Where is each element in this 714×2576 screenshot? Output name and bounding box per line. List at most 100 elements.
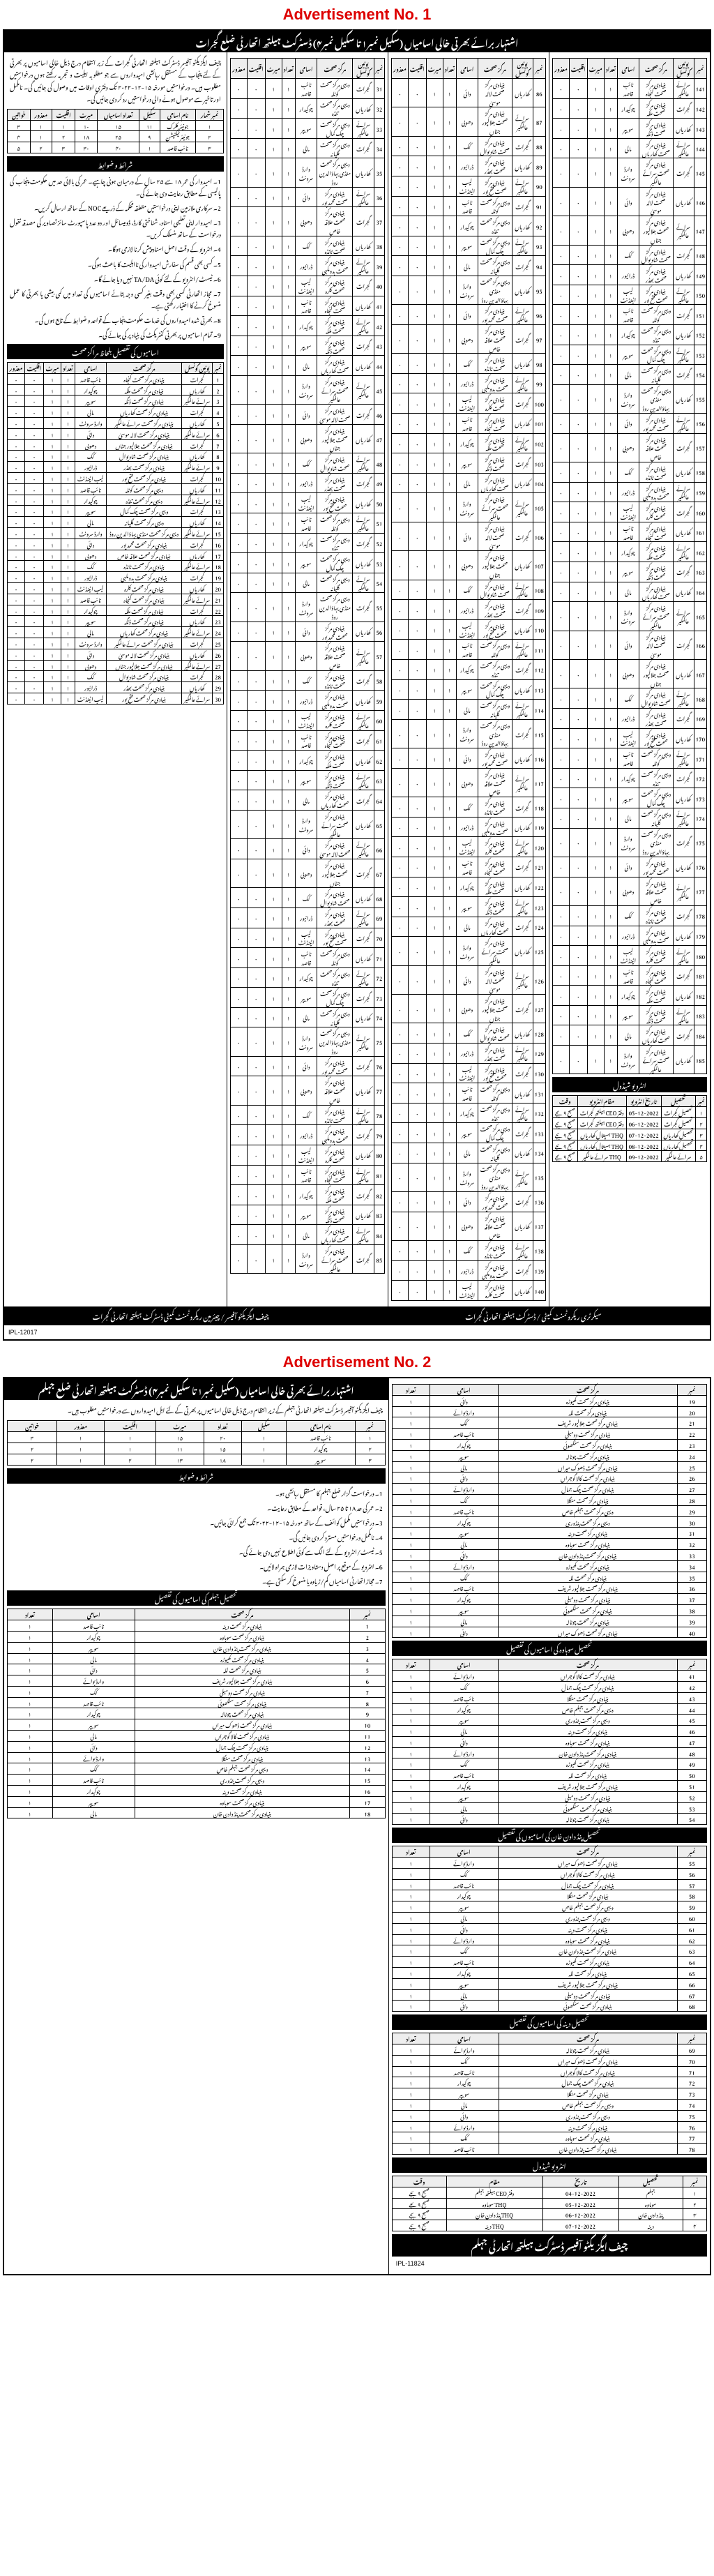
ad2-sig: چیف ایگزیکٹو آفیسر ڈسٹرکٹ ہیلتھ اتھارٹی … [392,2234,707,2256]
table-row: 60سرائے عالمگیربنیادی مرکز صحت کلرہلیب ا… [230,710,384,730]
table-row: 62کھاریاںبنیادی مرکز صحت ملکہچوکیدار۱۱۰۰ [230,751,384,771]
table-row: 74دیہی مرکز صحت جہلم خاصمالی۱ [392,2100,706,2111]
table-row: 47بنیادی مرکز صحت سوہاوہدائی۱ [392,1736,706,1747]
table-row: 37گجراتبنیادی مرکز صحت علاقہ خاصدھوبی۱۱۰… [230,207,384,236]
ad2-t2: نمبرمرکز صحتاسامیتعداد41بنیادی مرکز صحت … [392,1659,707,1825]
col-header: اقلیت [569,59,587,79]
condition-item: 1۔ درخواست گزار ضلع جہلم کا مستقل رہائشی… [7,1486,386,1500]
table-row: 75سرائے عالمگیردیہی مرکز صحت منڈی بہاؤال… [230,1027,384,1056]
table-row: 76گجراتبنیادی مرکز صحت محمد پوردائی۱۱۰۰ [230,1056,384,1076]
table-row: 15دیہی مرکز صحت پنڈورینائب قاصد۱ [8,1775,386,1786]
table-row: 40گجراتبنیادی مرکز صحت کلرہلیب اٹینڈنٹ۱۱… [230,276,384,296]
ad1-label: Advertisement No. 1 [0,0,714,29]
col-header: نمبر [533,59,545,79]
ad2-t1: نمبرمرکز صحتاسامیتعداد19بنیادی مرکز صحت … [392,1384,707,1638]
table-row: 123سرائے عالمگیربنیادی مرکز صحت ڈنگہسویپ… [391,897,545,917]
condition-item: 2۔ عمر کی حد ۱۸ تا ۲۵ سال، قواعد کے مطاب… [7,1500,386,1515]
table-row: 67گجراتبنیادی مرکز صحت جلالپور جٹاںدھوبی… [230,859,384,887]
table-row: ۱جہلم04-12-2022دفتر CEO ہیلتھ جہلمصبح ۹ … [392,2187,706,2198]
table-row: 89کھاریاںبنیادی مرکز صحت بھڈرڈرائیور۱۱۰۰ [391,156,545,176]
table-row: 125کھاریاںبنیادی مرکز صحت سرائے عالمگیرو… [391,937,545,965]
ad1-sched-table: نمبرتحصیلتاریخ انٹرویومقام انٹرویووقت ۱ت… [552,1095,707,1162]
table-row: 66بنیادی مرکز صحت جلالپور شریفسویپر۱ [392,1978,706,1989]
table-row: 108سرائے عالمگیربنیادی مرکز صحت شادیوالک… [391,580,545,600]
condition-item: 3۔ درخواستیں مکمل کوائف کے ساتھ مورخہ ۱۵… [7,1515,386,1530]
ad2-columns: اشتہار برائے بھرتی خالی اسامیاں (سکیل نم… [4,1378,710,2274]
table-row: 136گجراتبنیادی مرکز صحت محمد پوردائی۱۱۰۰ [391,1192,545,1212]
table-row: 37بنیادی مرکز صحت دومیلیچوکیدار۱ [392,1594,706,1605]
table-row: 70بنیادی مرکز صحت ڈھوک میراںکک۱ [392,2055,706,2066]
table-row: 35کھاریاںدیہی مرکز صحت منڈی بہاؤالدین رو… [230,158,384,187]
table-row: 79گجراتبنیادی مرکز صحت بدوملہیڈرائیور۱۱۰… [230,1125,384,1145]
table-row: 26بنیادی مرکز صحت کالا گوجراںدائی۱ [392,1472,706,1484]
table-row: 85گجراتبنیادی مرکز صحت سرائے عالمگیروارڈ… [230,1245,384,1274]
ad1-vac-table-b: نمبریونین کونسلمرکز صحتاسامیتعدادمیرٹاقل… [391,58,546,1300]
table-row: 13بنیادی مرکز صحت منگلاوارڈ بوائے۱ [8,1752,386,1763]
table-row: 132سرائے عالمگیردیہی مرکز صحت تنڈہچوکیدا… [391,1103,545,1123]
ad1-col-right: چیف ایگزیکٹو آفیسر ڈسٹرکٹ ہیلتھ اتھارٹی … [4,52,227,1306]
table-row: 78سرائے عالمگیربنیادی مرکز صحت ٹانڈہکک۱۱… [230,1105,384,1125]
ad2-container: اشتہار برائے بھرتی خالی اسامیاں (سکیل نم… [3,1377,711,2275]
table-row: 8بنیادی مرکز صحت سنگھوئینائب قاصد۱ [8,1697,386,1708]
table-row: 46گجراتبنیادی مرکز صحت لالہ موسیٰدائی۱۱۰… [230,405,384,425]
table-row: ۵سرائے عالمگیر09-12-2022THQ سرائے عالمگی… [552,1151,706,1162]
table-row: 55بنیادی مرکز صحت ڈھوک میراںوارڈ بوائے۱ [392,1858,706,1869]
table-row: 61بنیادی مرکز صحت دینہدائی۱ [392,1923,706,1934]
table-row: 7بنیادی مرکز صحت دومیلیکک۱ [8,1686,386,1697]
table-row: 164کھاریاںبنیادی مرکز صحت کھاریاںمالی۱۱۰… [552,582,706,602]
table-row: 157گجراتبنیادی مرکز صحت علاقہ خاصدھوبی۱۱… [552,433,706,462]
ad2-cond-head: شرائط و ضوابط [7,1468,386,1484]
table-row: 81سرائے عالمگیربنیادی مرکز صحت کنجاہنائب… [230,1165,384,1185]
table-row: 134کھاریاںدیہی مرکز صحت گلیانہمالی۱۱۰۰ [391,1143,545,1163]
table-row: 35بنیادی مرکز صحت للہکک۱ [392,1572,706,1583]
table-row: 27بنیادی مرکز صحت چک جمالوارڈ بوائے۱ [392,1484,706,1495]
table-row: 24بنیادی مرکز صحت چوٹالہسویپر۱ [392,1450,706,1461]
table-row: 131کھاریاںدیہی مرکز صحت کوٹلہنائب قاصد۱۱… [391,1083,545,1104]
col-header: یونین کونسل [673,59,694,79]
ad2-sched-head: انٹرویو شیڈول [392,2157,707,2173]
table-row: 38کھاریاںبنیادی مرکز صحت ٹانڈہکک۱۱۰۰ [230,236,384,256]
col-header: مرکز صحت [478,59,512,79]
table-row: 104کھاریاںبنیادی مرکز صحت کھاریاںمالی۱۱۰… [391,473,545,493]
table-row: 178گجراتبنیادی مرکز صحت ٹانڈہکک۱۱۰۰ [552,905,706,926]
table-row: 54بنیادی مرکز صحت چوٹالہدائی۱ [392,1814,706,1825]
ad2-summary-table: نمبرنام اسامیسکیلتعدادمیرٹاقلیتمعذورخوات… [7,1420,386,1465]
col-header: اسامی [295,59,317,79]
table-row: 121گجراتبنیادی مرکز صحت کنجاہنائب قاصد۱۱… [391,857,545,877]
table-row: 20بنیادی مرکز صحت للہوارڈ بوائے۱ [392,1406,706,1417]
table-row: 77بنیادی مرکز صحت سوہاوہکک۱ [392,2132,706,2144]
condition-item: 5۔ کسی بھی قسم کی سفارش امیدوار کی نااہل… [7,257,224,271]
table-row: 19بنیادی مرکز صحت کھیوڑہدائی۱ [392,1395,706,1406]
ad1-signature: سیکرٹری ریکروٹمنٹ کمیٹی / ڈسٹرکٹ ہیلتھ ا… [4,1306,710,1325]
table-row: 32کھاریاںدیہی مرکز صحت تنڈہچوکیدار۱۱۰۰ [230,98,384,119]
table-row: 179کھاریاںبنیادی مرکز صحت بدوملہیڈرائیور… [552,926,706,946]
table-row: 39سرائے عالمگیربنیادی مرکز صحت بدوملہیڈر… [230,256,384,276]
table-row: 74کھاریاںدیہی مرکز صحت گلیانہمالی۱۱۰۰ [230,1007,384,1027]
table-row: 64بنیادی مرکز صحت کھیوڑہنائب قاصد۱ [392,1957,706,1968]
table-row: 184گجراتبنیادی مرکز صحت کھاریاںمالی۱۱۰۰ [552,1025,706,1046]
table-row: 41کھاریاںبنیادی مرکز صحت کنجاہنائب قاصد۱… [230,296,384,316]
table-row: 130گجراتبنیادی مرکز صحت فتح پورلیب اٹینڈ… [391,1063,545,1083]
table-row: 147سرائے عالمگیربنیادی مرکز صحت جلالپور … [552,216,706,245]
table-row: 99سرائے عالمگیربنیادی مرکز صحت بدوملہیڈر… [391,373,545,393]
table-row: 77کھاریاںبنیادی مرکز صحت علاقہ خاصدھوبی۱… [230,1076,384,1105]
table-row: 114سرائے عالمگیردیہی مرکز صحت گلیانہمالی… [391,700,545,720]
table-row: 91گجراتدیہی مرکز صحت کوٹلہنائب قاصد۱۱۰۰ [391,196,545,216]
table-row: 33بنیادی مرکز صحت پنڈ دادن خاندائی۱ [392,1549,706,1560]
col-header: معذور [552,59,569,79]
table-row: 180سرائے عالمگیربنیادی مرکز صحت کلرہلیب … [552,946,706,966]
ad1-intro: چیف ایگزیکٹو آفیسر ڈسٹرکٹ ہیلتھ اتھارٹی … [7,55,224,105]
table-row: 87سرائے عالمگیربنیادی مرکز صحت جلالپور ج… [391,107,545,136]
table-row: 73بنیادی مرکز صحت منگلاسویپر۱ [392,2088,706,2100]
table-row: ۱نائب قاصد۱۲۰۱۵۱۱۳ [8,1432,386,1443]
condition-item: 1۔ امیدوار کی عمر ۱۸ سے ۲۵ سال کے درمیان… [7,174,224,200]
condition-item: 4۔ نامکمل درخواستیں مسترد کر دی جائیں گی… [7,1530,386,1544]
table-row: 56کھاریاںبنیادی مرکز صحت محمد پوردائی۱۱۰… [230,622,384,642]
table-row: 124گجراتبنیادی مرکز صحت کھاریاںمالی۱۱۰۰ [391,917,545,937]
table-row: 73گجراتدیہی مرکز صحت چک کمالسویپر۱۱۰۰ [230,988,384,1008]
table-row: 71بنیادی مرکز صحت کالا گوجراںنائب قاصد۱ [392,2066,706,2077]
table-row: 28بنیادی مرکز صحت منگلاکک۱ [392,1494,706,1505]
table-row: 182کھاریاںبنیادی مرکز صحت ملکہچوکیدار۱۱۰… [552,986,706,1006]
table-row: 166گجراتبنیادی مرکز صحت لالہ موسیٰدائی۱۱… [552,631,706,659]
table-row: 49گجراتبنیادی مرکز صحت بھڈرڈرائیور۱۱۰۰ [230,473,384,493]
